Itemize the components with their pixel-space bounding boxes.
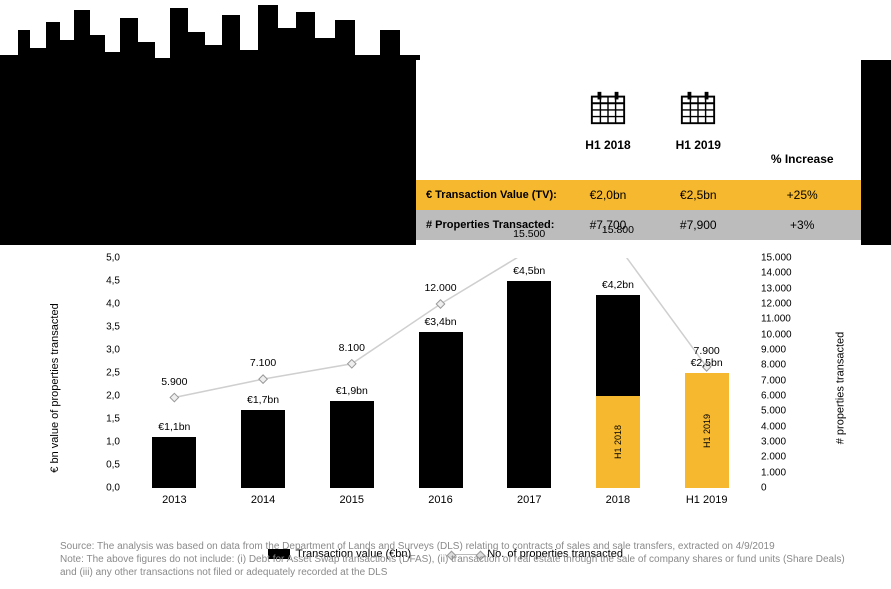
bar-h1: H1 2019: [685, 373, 729, 488]
y-left-tick: 3,0: [90, 345, 120, 356]
y-right-tick: 7.000: [761, 375, 806, 386]
bar: [419, 332, 463, 488]
bar-h1: H1 2018: [596, 396, 640, 488]
y-right-tick: 8.000: [761, 360, 806, 371]
y-right-tick: 11.000: [761, 314, 806, 325]
y-left-tick: 4,5: [90, 276, 120, 287]
line-value-label: 15.500: [513, 228, 545, 240]
y-right-tick: 3.000: [761, 437, 806, 448]
y-right-tick: 9.000: [761, 345, 806, 356]
chart-region: € bn value of properties transacted # pr…: [60, 258, 831, 518]
footer-source: Source: The analysis was based on data f…: [60, 540, 851, 553]
y-right-tick: 5.000: [761, 406, 806, 417]
bar: [330, 401, 374, 488]
cell: #7,900: [653, 210, 743, 240]
table-row: # Properties Transacted: #7,700 #7,900 +…: [416, 210, 861, 240]
y-right-tick: 0: [761, 483, 806, 494]
y-left-tick: 5,0: [90, 253, 120, 264]
category-label: 2014: [251, 494, 275, 506]
y-right-tick: 13.000: [761, 283, 806, 294]
bar: [507, 281, 551, 488]
line-value-label: 5.900: [161, 376, 187, 388]
y-left-tick: 3,5: [90, 322, 120, 333]
col-increase: % Increase: [749, 152, 855, 166]
bar-value-label: €4,2bn: [602, 279, 634, 291]
footer-note: Source: The analysis was based on data f…: [60, 540, 851, 579]
y-left-tick: 2,5: [90, 368, 120, 379]
bar-value-label: €1,9bn: [336, 385, 368, 397]
table-row: € Transaction Value (TV): €2,0bn €2,5bn …: [416, 180, 861, 210]
y-right-ticks: 01.0002.0003.0004.0005.0006.0007.0008.00…: [761, 258, 806, 488]
calendar-icon: [679, 89, 717, 127]
y-left-tick: 0,0: [90, 483, 120, 494]
footer-disclaimer: Note: The above figures do not include: …: [60, 553, 851, 579]
bar-value-label: €1,7bn: [247, 394, 279, 406]
y-right-tick: 2.000: [761, 452, 806, 463]
plot-area: €1,1bn2013€1,7bn2014€1,9bn2015€3,4bn2016…: [130, 258, 751, 488]
category-label: 2013: [162, 494, 186, 506]
y-left-axis-title: € bn value of properties transacted: [49, 303, 61, 472]
category-label: 2018: [606, 494, 630, 506]
cell: +25%: [743, 180, 861, 210]
line-value-label: 7.100: [250, 357, 276, 369]
col-h1-2019: H1 2019: [659, 138, 737, 152]
line-value-label: 12.000: [424, 282, 456, 294]
y-left-tick: 0,5: [90, 460, 120, 471]
y-right-tick: 15.000: [761, 253, 806, 264]
bar: [241, 410, 285, 488]
y-right-tick: 14.000: [761, 268, 806, 279]
category-label: 2015: [340, 494, 364, 506]
cell: +3%: [743, 210, 861, 240]
row-label-tv: € Transaction Value (TV):: [416, 180, 563, 210]
category-label: H1 2019: [686, 494, 728, 506]
y-right-tick: 10.000: [761, 329, 806, 340]
line-value-label: 8.100: [339, 342, 365, 354]
summary-table: H1 2018 H1 2019: [416, 60, 861, 240]
header-region: H1 2018 H1 2019: [0, 0, 891, 245]
col-h1-2018: H1 2018: [569, 138, 647, 152]
line-value-label: 15.800: [602, 224, 634, 236]
y-left-tick: 2,0: [90, 391, 120, 402]
bar-h1-label: H1 2018: [613, 425, 623, 459]
y-right-axis-title: # properties transacted: [835, 332, 847, 445]
bar-value-label: €1,1bn: [158, 421, 190, 433]
y-left-tick: 1,5: [90, 414, 120, 425]
cell: €2,0bn: [563, 180, 653, 210]
summary-panel: H1 2018 H1 2019: [416, 60, 861, 245]
bar-value-label: €3,4bn: [424, 316, 456, 328]
category-label: 2016: [428, 494, 452, 506]
calendar-icon: [589, 89, 627, 127]
y-left-tick: 1,0: [90, 437, 120, 448]
y-left-tick: 4,0: [90, 299, 120, 310]
y-right-tick: 12.000: [761, 299, 806, 310]
y-right-tick: 6.000: [761, 391, 806, 402]
bar-h1-label: H1 2019: [702, 413, 712, 447]
y-left-ticks: 0,00,51,01,52,02,53,03,54,04,55,0: [90, 258, 120, 488]
bar-value-label: €2,5bn: [691, 357, 723, 369]
y-right-tick: 1.000: [761, 467, 806, 478]
line-value-label: 7.900: [694, 345, 720, 357]
y-right-tick: 4.000: [761, 421, 806, 432]
bar: [152, 437, 196, 488]
bar-value-label: €4,5bn: [513, 265, 545, 277]
cell: €2,5bn: [653, 180, 743, 210]
category-label: 2017: [517, 494, 541, 506]
